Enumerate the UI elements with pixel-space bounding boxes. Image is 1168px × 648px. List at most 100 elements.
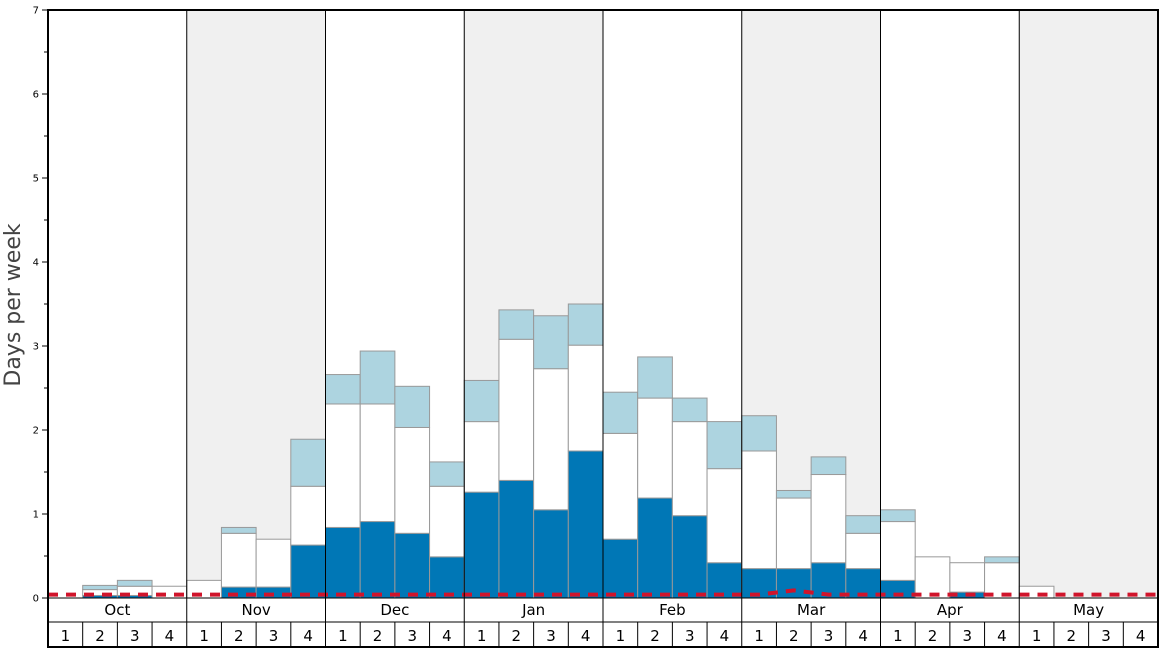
- bar-segment: [567, 450, 604, 599]
- bar-segment: [220, 532, 257, 588]
- week-label: 1: [616, 627, 626, 645]
- week-label: 3: [546, 627, 556, 645]
- x-axis: Oct 1 2 3 4 Nov 1 2 3 4 Dec 1 2 3 4 Jan 1 2 3 4 Feb 1 2 3 4 Mar 1 2…: [48, 10, 1158, 647]
- bar-segment: [602, 391, 639, 434]
- y-tick-label: 3: [33, 342, 39, 353]
- week-label: 4: [442, 627, 452, 645]
- week-label: 3: [130, 627, 140, 645]
- bar-segment: [671, 421, 708, 517]
- reference-line-group: [48, 588, 1158, 597]
- bar-segment: [498, 479, 535, 599]
- month-label-may: May: [1073, 601, 1104, 619]
- month-label-jan: Jan: [521, 601, 545, 619]
- bar-segment: [706, 468, 743, 564]
- bar-segment: [880, 509, 916, 523]
- bar-segment: [810, 474, 847, 564]
- bar-segment: [325, 374, 361, 405]
- bar-segment: [394, 426, 431, 534]
- bar-segment: [498, 309, 535, 340]
- bar-segment: [602, 432, 639, 540]
- week-label: 1: [338, 627, 348, 645]
- bar-segment: [845, 515, 881, 534]
- bar-segment: [845, 532, 881, 570]
- bar-segment: [359, 521, 396, 599]
- bar-segment: [359, 350, 396, 405]
- bar-segment: [325, 526, 361, 599]
- bar-segment: [949, 562, 986, 593]
- bar-segment: [82, 584, 118, 591]
- month-label-apr: Apr: [937, 601, 964, 619]
- y-tick-label: 6: [33, 90, 39, 101]
- reference-line: [48, 588, 1158, 597]
- bar-segment: [290, 485, 326, 546]
- week-label: 1: [754, 627, 764, 645]
- bar-segment: [463, 491, 500, 599]
- bar-segment: [290, 438, 326, 487]
- bar-segment: [637, 356, 673, 399]
- month-label-feb: Feb: [659, 601, 686, 619]
- week-label: 2: [234, 627, 244, 645]
- week-label: 4: [165, 627, 175, 645]
- bar-segment: [567, 344, 604, 452]
- bar-segment: [567, 303, 604, 346]
- bar-segment: [394, 385, 431, 428]
- week-label: 3: [407, 627, 417, 645]
- week-label: 1: [893, 627, 903, 645]
- week-label: 2: [1067, 627, 1077, 645]
- month-band-may: [1019, 10, 1158, 598]
- plot-frame: [47, 9, 1159, 648]
- bar-segment: [220, 526, 257, 534]
- week-label: 2: [95, 627, 105, 645]
- week-label: 3: [269, 627, 279, 645]
- bar-segment: [810, 562, 847, 599]
- week-label: 4: [858, 627, 868, 645]
- bar-segment: [533, 509, 569, 599]
- bars-group: [82, 303, 1055, 599]
- bar-segment: [359, 403, 396, 523]
- week-label: 1: [61, 627, 71, 645]
- month-label-nov: Nov: [241, 601, 270, 619]
- bar-segment: [498, 338, 535, 481]
- y-tick-label: 2: [33, 426, 39, 437]
- week-label: 1: [199, 627, 209, 645]
- bar-segment: [533, 368, 569, 511]
- bar-segment: [810, 456, 847, 476]
- bar-segment: [429, 485, 465, 558]
- week-label: 3: [824, 627, 834, 645]
- y-tick-label: 1: [33, 510, 39, 521]
- bar-segment: [637, 497, 673, 599]
- week-label: 4: [581, 627, 591, 645]
- week-label: 3: [1101, 627, 1111, 645]
- bar-segment: [429, 461, 465, 487]
- bar-segment: [775, 489, 812, 499]
- bar-segment: [394, 532, 431, 599]
- bar-segment: [255, 538, 292, 588]
- bar-segment: [637, 397, 673, 499]
- y-tick-label: 0: [33, 594, 39, 605]
- bar-segment: [880, 521, 916, 581]
- week-label: 2: [512, 627, 522, 645]
- bar-segment: [325, 403, 361, 528]
- bar-segment: [463, 379, 500, 423]
- bar-segment: [984, 556, 1020, 564]
- bar-segment: [914, 556, 951, 599]
- bar-segment: [706, 421, 743, 470]
- bar-segment: [741, 415, 777, 452]
- bar-segment: [775, 497, 812, 570]
- week-label: 4: [1136, 627, 1146, 645]
- bar-segment: [533, 315, 569, 370]
- week-label: 2: [650, 627, 660, 645]
- week-label: 4: [997, 627, 1007, 645]
- y-tick-label: 5: [33, 174, 39, 185]
- month-label-dec: Dec: [380, 601, 409, 619]
- week-label: 4: [303, 627, 313, 645]
- bar-segment: [741, 450, 777, 570]
- week-label: 2: [373, 627, 383, 645]
- y-axis: 0 1 2 3 4 5 6 7: [33, 6, 48, 605]
- bar-segment: [671, 515, 708, 599]
- y-axis-label: Days per week: [1, 223, 26, 386]
- month-label-mar: Mar: [797, 601, 826, 619]
- week-label: 1: [477, 627, 487, 645]
- bar-segment: [463, 421, 500, 493]
